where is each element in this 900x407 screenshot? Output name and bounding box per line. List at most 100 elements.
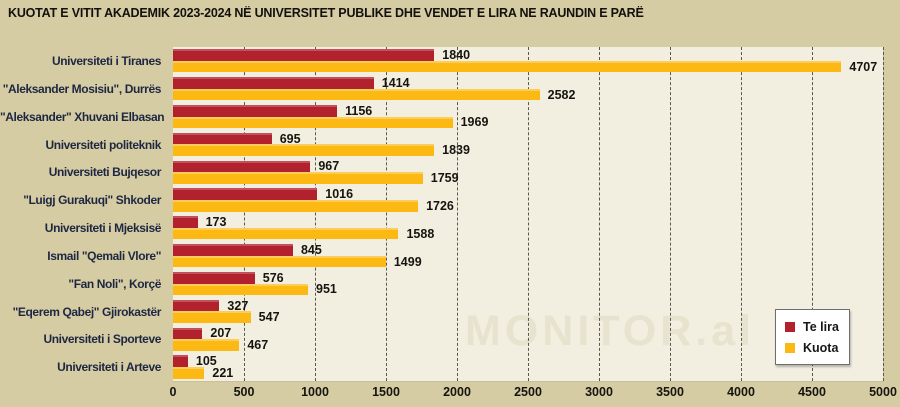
value-label: 951 xyxy=(316,282,337,297)
category-label: Universiteti i Tiranes xyxy=(51,54,161,68)
value-label: 1588 xyxy=(406,226,435,241)
category-label: Universiteti politeknik xyxy=(45,137,162,152)
category-label: Universiteti i Arteve xyxy=(57,360,161,375)
category-label: Universiteti i Mjeksisë xyxy=(44,221,162,235)
x-tick-label: 2500 xyxy=(514,385,542,399)
value-label: 1840 xyxy=(442,48,471,63)
category-label: "Eqerem Qabej" Gjirokastër xyxy=(12,304,162,319)
chart-row: 695 1839 xyxy=(173,131,883,159)
bar-kuota: 1588 xyxy=(173,227,434,241)
bar-kuota: 467 xyxy=(173,338,268,352)
chart-row: 967 1759 xyxy=(173,158,883,186)
gridline xyxy=(457,47,458,381)
bar-te-lira: 576 xyxy=(173,271,284,285)
bar-kuota: 4707 xyxy=(173,60,877,74)
value-label: 1726 xyxy=(426,198,454,213)
category-label: "Fan Noli", Korçë xyxy=(68,276,161,291)
category-label: "Aleksander" Xhuvani Elbasan xyxy=(0,109,165,124)
bar-kuota: 547 xyxy=(173,310,280,324)
bar-kuota: 1499 xyxy=(173,255,422,269)
plot-area: MONITOR.al 1840 4707 1414 2582 1156 1969 695 18… xyxy=(173,47,884,382)
gridline xyxy=(812,47,813,381)
te-lira-swatch-icon xyxy=(785,321,795,332)
value-label: 1156 xyxy=(345,103,373,118)
category-label: "Luigj Gurakuqi" Shkoder xyxy=(23,193,161,208)
value-label: 845 xyxy=(300,242,322,257)
bar-te-lira: 1156 xyxy=(173,104,372,118)
value-label: 1499 xyxy=(393,254,422,269)
legend-item-te-lira: Te lira xyxy=(785,316,839,337)
bar-kuota: 951 xyxy=(173,282,337,296)
value-label: 4707 xyxy=(849,59,878,74)
bar-kuota: 221 xyxy=(173,366,233,380)
chart-row: 207 467 xyxy=(173,325,883,353)
value-label: 1016 xyxy=(325,187,354,202)
gridline xyxy=(528,47,529,381)
category-label: "Aleksander Mosisiu", Durrës xyxy=(2,81,162,96)
value-label: 695 xyxy=(279,131,301,146)
gridline xyxy=(670,47,671,381)
bar-kuota: 1969 xyxy=(173,115,488,129)
value-label: 2582 xyxy=(547,87,576,102)
value-label: 576 xyxy=(262,270,284,285)
value-label: 1414 xyxy=(381,75,410,90)
gridline xyxy=(599,47,600,381)
value-label: 547 xyxy=(258,310,280,325)
value-label: 1759 xyxy=(430,171,459,186)
value-label: 221 xyxy=(212,365,234,380)
kuota-swatch-icon xyxy=(785,342,795,353)
bar-te-lira: 695 xyxy=(173,132,301,146)
chart-row: 1840 4707 xyxy=(173,47,883,75)
chart-title: KUOTAT E VITIT AKADEMIK 2023-2024 NË UNI… xyxy=(8,6,644,20)
bar-te-lira: 967 xyxy=(173,159,339,173)
chart-row: 173 1588 xyxy=(173,214,883,242)
gridline xyxy=(883,47,884,381)
value-label: 967 xyxy=(318,159,340,174)
legend: Te lira Kuota xyxy=(775,309,850,365)
value-label: 1839 xyxy=(442,143,470,158)
value-label: 1969 xyxy=(460,115,489,130)
x-tick-label: 2000 xyxy=(443,385,471,399)
category-label: Universiteti i Sporteve xyxy=(43,332,161,347)
legend-label-te-lira: Te lira xyxy=(803,319,839,334)
x-tick-label: 5000 xyxy=(869,385,897,399)
bar-te-lira: 173 xyxy=(173,215,226,229)
bars-container: 1840 4707 1414 2582 1156 1969 695 1839 967 1759 10… xyxy=(173,47,883,381)
x-tick-label: 0 xyxy=(169,385,177,399)
bar-te-lira: 1414 xyxy=(173,76,410,90)
chart-row: 1016 1726 xyxy=(173,186,883,214)
value-label: 327 xyxy=(227,298,249,313)
chart-row: 327 547 xyxy=(173,298,883,326)
bar-te-lira: 845 xyxy=(173,243,322,257)
bar-te-lira: 1016 xyxy=(173,187,353,201)
x-tick-label: 1500 xyxy=(372,385,400,399)
category-label: Universiteti Bujqesor xyxy=(48,165,162,180)
bar-kuota: 1726 xyxy=(173,199,454,213)
gridline xyxy=(315,47,316,381)
x-tick-label: 4500 xyxy=(798,385,826,399)
legend-item-kuota: Kuota xyxy=(785,337,839,358)
value-label: 467 xyxy=(247,338,269,353)
chart-row: 1156 1969 xyxy=(173,103,883,131)
bar-kuota: 1759 xyxy=(173,171,459,185)
gridline xyxy=(244,47,245,381)
chart-row: 105 221 xyxy=(173,353,883,381)
bar-kuota: 2582 xyxy=(173,88,575,102)
chart-row: 1414 2582 xyxy=(173,75,883,103)
bar-te-lira: 1840 xyxy=(173,48,470,62)
x-tick-label: 4000 xyxy=(727,385,755,399)
bar-te-lira: 207 xyxy=(173,326,231,340)
gridline xyxy=(741,47,742,381)
bar-kuota: 1839 xyxy=(173,143,470,157)
legend-label-kuota: Kuota xyxy=(803,340,839,355)
watermark: MONITOR.al xyxy=(465,307,756,355)
x-axis: 0 500 1000 1500 2000 2500 3000 3500 4000 4500 5000 xyxy=(169,385,897,401)
category-labels: Universiteti i Tiranes "Aleksander Mosisi… xyxy=(0,47,167,381)
x-tick-label: 1000 xyxy=(301,385,329,399)
value-label: 173 xyxy=(205,215,227,230)
chart-row: 576 951 xyxy=(173,270,883,298)
bar-te-lira: 105 xyxy=(173,354,217,368)
x-tick-label: 3500 xyxy=(656,385,684,399)
bar-te-lira: 327 xyxy=(173,299,248,313)
